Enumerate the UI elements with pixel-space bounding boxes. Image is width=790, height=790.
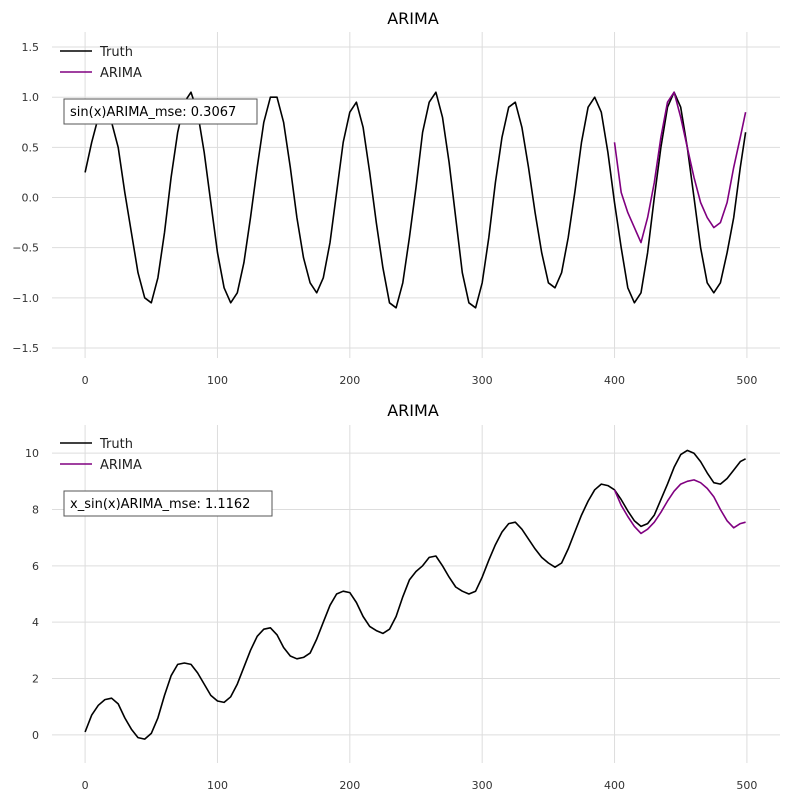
x-tick-label: 100 <box>207 779 228 790</box>
x-tick-label: 300 <box>472 779 493 790</box>
legend-label-truth: Truth <box>99 437 133 452</box>
y-tick-label: 0 <box>32 729 39 742</box>
chart-title: ARIMA <box>387 9 439 28</box>
y-tick-label: −1.0 <box>12 292 39 305</box>
x-tick-label: 400 <box>604 779 625 790</box>
y-tick-label: 0.0 <box>22 192 40 205</box>
x-tick-label: 300 <box>472 374 493 387</box>
y-tick-label: 1.0 <box>22 91 40 104</box>
x-tick-labels: 0 100 200 300 400 500 <box>82 779 758 790</box>
chart-title: ARIMA <box>387 401 439 420</box>
series-line-truth <box>84 449 746 740</box>
y-tick-label: 8 <box>32 504 39 517</box>
series-line-arima <box>613 91 747 244</box>
annotation-frame <box>63 490 273 517</box>
chart-x-sin-arima: ARIMA 0 2 4 6 8 10 0 100 200 300 400 500 Truth ARI… <box>25 401 780 790</box>
grid-lines <box>52 32 780 358</box>
x-tick-label: 0 <box>82 374 89 387</box>
mse-annotation-box: x_sin(x)ARIMA_mse: 1.1162 <box>63 490 273 517</box>
legend-label-arima: ARIMA <box>100 66 142 81</box>
y-tick-label: 2 <box>32 673 39 686</box>
x-tick-label: 500 <box>736 779 757 790</box>
x-tick-label: 0 <box>82 779 89 790</box>
mse-annotation-box: sin(x)ARIMA_mse: 0.3067 <box>63 98 258 125</box>
annotation-text: sin(x)ARIMA_mse: 0.3067 <box>70 105 236 120</box>
legend-label-truth: Truth <box>99 45 133 60</box>
legend: Truth ARIMA <box>60 437 142 473</box>
y-tick-label: 0.5 <box>22 141 40 154</box>
x-tick-labels: 0 100 200 300 400 500 <box>82 374 758 387</box>
legend-label-arima: ARIMA <box>100 458 142 473</box>
legend: Truth ARIMA <box>60 45 142 81</box>
y-tick-label: −1.5 <box>12 342 39 355</box>
annotation-text: x_sin(x)ARIMA_mse: 1.1162 <box>70 497 250 512</box>
y-tick-labels: 0 2 4 6 8 10 <box>25 447 39 742</box>
x-tick-label: 200 <box>339 374 360 387</box>
series-lines <box>84 449 746 740</box>
y-tick-label: 4 <box>32 616 39 629</box>
y-tick-label: 10 <box>25 447 39 460</box>
x-tick-label: 500 <box>736 374 757 387</box>
y-tick-label: 1.5 <box>22 41 40 54</box>
y-tick-label: 6 <box>32 560 39 573</box>
y-tick-labels: −1.5 −1.0 −0.5 0.0 0.5 1.0 1.5 <box>12 41 39 355</box>
series-line-arima <box>613 479 746 535</box>
y-tick-label: −0.5 <box>12 242 39 255</box>
annotation-frame <box>63 98 258 125</box>
x-tick-label: 100 <box>207 374 228 387</box>
x-tick-label: 200 <box>339 779 360 790</box>
x-tick-label: 400 <box>604 374 625 387</box>
chart-sin-arima: ARIMA −1.5 −1.0 −0.5 0.0 0.5 1.0 1.5 0 100 200 30… <box>12 9 780 387</box>
